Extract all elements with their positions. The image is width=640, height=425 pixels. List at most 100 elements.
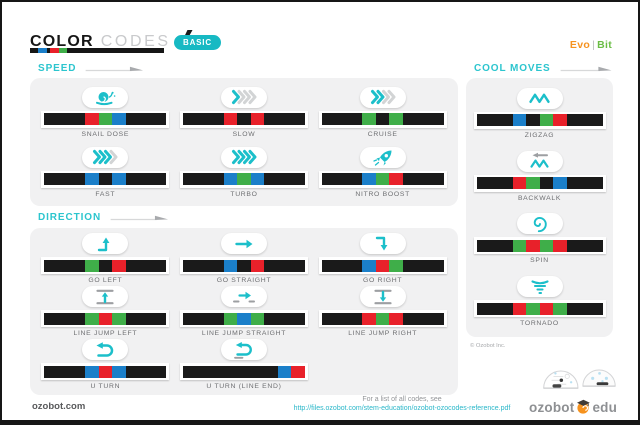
code-label: LINE JUMP LEFT <box>73 330 138 337</box>
chevrons-4-icon <box>220 146 267 168</box>
code-segment <box>476 114 513 127</box>
code-label: NITRO BOOST <box>355 190 410 198</box>
code-card: U TURN (LINE END) <box>175 338 314 391</box>
code-segment <box>182 113 224 125</box>
color-code-bar <box>179 363 308 380</box>
color-code-bar <box>318 310 447 327</box>
code-label: CRUISE <box>367 130 398 138</box>
code-label: GO LEFT <box>88 277 123 284</box>
code-segment <box>112 259 126 272</box>
code-segment <box>375 259 390 272</box>
reference-pdf-link[interactable]: http://files.ozobot.com/stem-education/o… <box>293 405 511 412</box>
color-code-bar <box>318 110 447 128</box>
code-segment <box>512 114 526 127</box>
code-segment <box>44 365 86 378</box>
code-segment <box>264 173 305 185</box>
code-label: LINE JUMP RIGHT <box>348 330 418 337</box>
code-segment <box>566 114 603 127</box>
color-code-bar <box>179 170 308 188</box>
code-segment <box>223 173 238 185</box>
section-label-cool-moves: COOL MOVES <box>474 63 623 74</box>
code-segment <box>402 259 444 272</box>
code-segment <box>539 302 553 315</box>
code-segment <box>44 312 86 325</box>
code-segment <box>85 365 99 378</box>
code-card: U TURN <box>36 338 175 391</box>
color-code-bar <box>473 111 606 129</box>
code-segment <box>526 302 540 315</box>
code-label: TORNADO <box>520 320 559 328</box>
code-segment <box>553 177 567 190</box>
code-segment <box>237 173 251 185</box>
color-code-bar <box>473 237 606 255</box>
code-segment <box>553 114 567 127</box>
code-segment <box>526 114 540 127</box>
code-label: SPIN <box>530 257 549 265</box>
code-segment <box>98 173 113 185</box>
code-label: GO STRAIGHT <box>216 277 272 284</box>
color-code-bar <box>179 257 308 274</box>
color-code-bar <box>318 170 447 188</box>
code-label: BACKWALK <box>517 194 562 202</box>
code-segment <box>44 259 86 272</box>
code-label: SNAIL DOSE <box>81 130 130 138</box>
speed-panel: SNAIL DOSE SLOW CRUISE FAST TURBO NITRO BOOS… <box>30 78 458 206</box>
code-card: FAST <box>36 142 175 202</box>
code-card: CRUISE <box>313 82 452 142</box>
color-code-bar <box>41 110 170 128</box>
line-jump-right-icon <box>359 286 406 307</box>
turn-left-icon <box>82 233 129 254</box>
code-segment <box>125 365 167 378</box>
chevrons-1-icon <box>220 86 267 108</box>
code-segment <box>125 173 167 185</box>
code-segment <box>375 312 390 325</box>
code-card: TORNADO <box>472 270 607 333</box>
code-segment <box>512 302 526 315</box>
code-card: LINE JUMP RIGHT <box>313 285 452 338</box>
code-segment <box>264 113 305 125</box>
code-segment <box>98 365 113 378</box>
code-segment <box>98 312 113 325</box>
code-card: SLOW <box>175 82 314 142</box>
code-segment <box>125 312 167 325</box>
tornado-icon <box>516 276 563 298</box>
code-segment <box>321 312 363 325</box>
code-label: LINE JUMP STRAIGHT <box>201 330 287 337</box>
code-segment <box>291 365 305 378</box>
ozobot-edu-logo: ozobot edu <box>529 399 617 415</box>
code-label: FAST <box>95 190 116 198</box>
code-segment <box>362 173 376 185</box>
snail-icon <box>82 86 129 108</box>
code-card: TURBO <box>175 142 314 202</box>
section-arrow-icon <box>560 66 612 71</box>
code-card: GO LEFT <box>36 232 175 285</box>
code-segment <box>250 312 265 325</box>
code-segment <box>476 302 513 315</box>
code-segment <box>389 113 403 125</box>
chevrons-2-icon <box>359 86 406 108</box>
cool-moves-panel: ZIGZAG BACKWALK SPIN TORNADO <box>466 78 613 337</box>
code-segment <box>44 173 86 185</box>
page-title: COLOR CODES <box>30 29 194 50</box>
code-label: SLOW <box>232 130 256 138</box>
code-segment <box>250 173 265 185</box>
code-label: TURBO <box>230 190 258 198</box>
line-jump-straight-icon <box>220 286 267 307</box>
code-segment <box>237 259 251 272</box>
color-code-bar <box>179 310 308 327</box>
code-segment <box>389 259 403 272</box>
code-label: U TURN (LINE END) <box>206 383 282 390</box>
title-color: COLOR <box>30 33 94 50</box>
code-segment <box>112 312 126 325</box>
code-segment <box>375 113 390 125</box>
code-segment <box>44 113 86 125</box>
color-code-bar <box>318 257 447 274</box>
code-card: SPIN <box>472 208 607 271</box>
chevrons-3-icon <box>82 146 129 168</box>
brand-separator: | <box>592 39 596 51</box>
backwalk-icon <box>516 150 563 172</box>
code-card: LINE JUMP STRAIGHT <box>175 285 314 338</box>
code-segment <box>98 113 113 125</box>
code-segment <box>402 173 444 185</box>
code-segment <box>539 114 553 127</box>
